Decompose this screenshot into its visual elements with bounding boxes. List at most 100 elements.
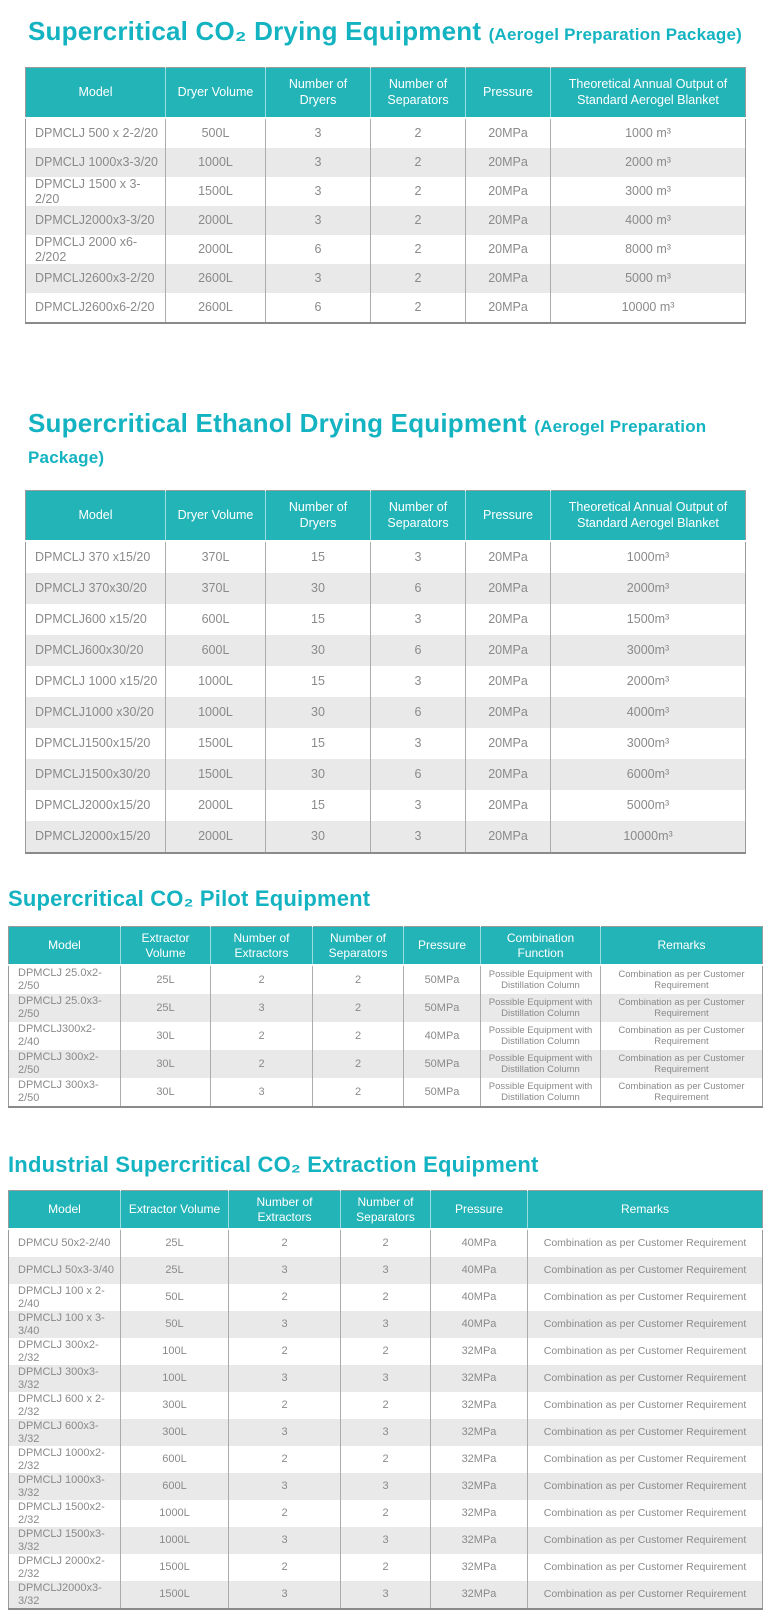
header-row: Model Extractor Volume Number of Extractor… xyxy=(8,926,763,966)
table-cell: Combination as per Customer Requirement xyxy=(543,1237,747,1250)
column-header: Number of Separators xyxy=(370,490,466,542)
table-cell: 2600L xyxy=(165,293,266,323)
co2-pilot-table: Model Extractor Volume Number of Extractor… xyxy=(8,926,763,1108)
table-cell: 1000L xyxy=(120,1500,229,1527)
title-text: Industrial Supercritical CO₂ Extraction … xyxy=(8,1152,539,1177)
table-cell: 40MPa xyxy=(430,1229,528,1257)
table-cell: 3 xyxy=(370,666,466,697)
table-cell: 3 xyxy=(340,1419,431,1446)
table-cell: 15 xyxy=(265,666,371,697)
column-header: Number of Separators xyxy=(340,1190,431,1230)
table-cell: Combination as per Customer Requirement xyxy=(543,1453,747,1466)
table-cell: 3 xyxy=(370,821,466,853)
table-cell: 100L xyxy=(120,1338,229,1365)
table-cell: 3 xyxy=(228,1419,341,1446)
table-cell: 3 xyxy=(210,994,313,1022)
table-row: DPMCLJ 25.0x3-2/50 25L 3 2 50MPa Possible Equ… xyxy=(8,994,763,1022)
table-cell: Possible Equipment with Distillation Col… xyxy=(480,965,601,994)
section-co2-pilot-equipment: Supercritical CO₂ Pilot Equipment Model E… xyxy=(0,886,769,1108)
table-cell: 20MPa xyxy=(465,264,551,293)
table-row: DPMCLJ 370 x15/20 370L 15 3 20MPa 1000m³ xyxy=(25,541,746,573)
model-cell: DPMCLJ 500 x 2-2/20 xyxy=(25,118,166,148)
table-cell: 3 xyxy=(340,1365,431,1392)
column-header: Theoretical Annual Output of Standard Ae… xyxy=(550,67,746,119)
table-row: DPMCLJ 1500 x 3-2/20 1500L 3 2 20MPa 3000 m³ xyxy=(25,177,746,206)
table-cell: 3 xyxy=(370,541,466,573)
column-header: Pressure xyxy=(403,926,481,966)
table-cell: 20MPa xyxy=(465,666,551,697)
model-cell: DPMCLJ 600x3-3/32 xyxy=(8,1419,121,1446)
table-row: DPMCLJ 370x30/20 370L 30 6 20MPa 2000m³ xyxy=(25,573,746,604)
table-cell: 15 xyxy=(265,790,371,821)
table-row: DPMCLJ 100 x 2-2/40 50L 2 2 40MPa Combination… xyxy=(8,1284,763,1311)
header-row: Model Dryer Volume Number of Dryers Number … xyxy=(25,490,746,542)
column-header: Number of Extractors xyxy=(210,926,313,966)
column-header: Model xyxy=(25,490,166,542)
table-cell: Possible Equipment with Distillation Col… xyxy=(480,1022,601,1050)
column-header: Extractor Volume xyxy=(120,1190,229,1230)
section-title-ethanol-drying: Supercritical Ethanol Drying Equipment (… xyxy=(28,408,769,470)
table-row: DPMCLJ2000x3-3/32 1500L 3 3 32MPa Combination… xyxy=(8,1581,763,1609)
table-cell: 1000 m³ xyxy=(625,126,671,141)
table-cell: 32MPa xyxy=(430,1473,528,1500)
table-cell: 2000L xyxy=(165,821,266,853)
table-cell: 2 xyxy=(370,148,466,177)
table-cell: 32MPa xyxy=(430,1392,528,1419)
model-cell: DPMCLJ600 x15/20 xyxy=(25,604,166,635)
table-cell: 2 xyxy=(312,1022,404,1050)
section-title-industrial-extraction: Industrial Supercritical CO₂ Extraction … xyxy=(8,1152,769,1178)
table-cell: 5000 m³ xyxy=(550,264,746,293)
table-cell: 1500L xyxy=(165,728,266,759)
table-cell: 3 xyxy=(370,790,466,821)
table-cell: 3 xyxy=(265,148,371,177)
table-cell: 20MPa xyxy=(465,293,551,323)
table-cell: 3 xyxy=(210,1078,313,1107)
table-cell: 2000m³ xyxy=(550,573,746,604)
column-header: Combination Function xyxy=(480,926,601,966)
table-cell: 2 xyxy=(228,1554,341,1581)
table-cell: 2600L xyxy=(165,264,266,293)
table-cell: 3 xyxy=(340,1527,431,1554)
table-cell: 500L xyxy=(165,118,266,148)
table-row: DPMCLJ2000x15/20 2000L 30 3 20MPa 10000m³ xyxy=(25,821,746,853)
table-cell: 50MPa xyxy=(403,1078,481,1107)
table-row: DPMCLJ2000x15/20 2000L 15 3 20MPa 5000m³ xyxy=(25,790,746,821)
table-cell: Possible Equipment with Distillation Col… xyxy=(480,1050,601,1078)
table-cell: 1000L xyxy=(165,666,266,697)
table-cell: 1500L xyxy=(120,1554,229,1581)
table-cell: 32MPa xyxy=(430,1554,528,1581)
column-header: Extractor Volume xyxy=(120,926,211,966)
table-cell: 1000L xyxy=(165,148,266,177)
table-row: DPMCLJ 300x3-2/50 30L 3 2 50MPa Possible Equi… xyxy=(8,1078,763,1107)
model-cell: DPMCLJ2000x3-3/32 xyxy=(8,1581,121,1609)
model-cell: DPMCLJ300x2-2/40 xyxy=(8,1022,121,1050)
ethanol-drying-table: Model Dryer Volume Number of Dryers Number … xyxy=(25,490,746,854)
model-cell: DPMCLJ 100 x 3-3/40 xyxy=(8,1311,121,1338)
column-header: Number of Extractors xyxy=(228,1190,341,1230)
table-cell: 3 xyxy=(340,1473,431,1500)
model-cell: DPMCLJ1500x15/20 xyxy=(25,728,166,759)
table-cell: Combination as per Customer Requirement xyxy=(527,1257,763,1284)
table-cell: 50MPa xyxy=(403,1050,481,1078)
table-cell: 2 xyxy=(370,264,466,293)
section-ethanol-drying-equipment: Supercritical Ethanol Drying Equipment (… xyxy=(0,408,769,854)
table-cell: 2 xyxy=(340,1229,431,1257)
table-cell: Combination as per Customer Requirement xyxy=(527,1581,763,1609)
table-row: DPMCLJ 1000 x15/20 1000L 15 3 20MPa 2000m³ xyxy=(25,666,746,697)
industrial-extraction-table: Model Extractor Volume Number of Extractor… xyxy=(8,1190,763,1610)
table-cell: 2 xyxy=(370,293,466,323)
table-row: DPMCLJ 1000x3-3/32 600L 3 3 32MPa Combination… xyxy=(8,1473,763,1500)
table-cell: 20MPa xyxy=(465,206,551,235)
table-cell: 1000L xyxy=(165,697,266,728)
section-industrial-extraction-equipment: Industrial Supercritical CO₂ Extraction … xyxy=(0,1152,769,1610)
table-cell: 2 xyxy=(312,965,404,994)
table-cell: 2 xyxy=(312,1050,404,1078)
table-row: DPMCLJ 2000x2-2/32 1500L 2 2 32MPa Combinatio… xyxy=(8,1554,763,1581)
table-cell: 1500L xyxy=(165,759,266,790)
table-cell: 1500L xyxy=(120,1581,229,1609)
table-cell: 20MPa xyxy=(465,541,551,573)
table-row: DPMCLJ2600x6-2/20 2600L 6 2 20MPa 10000 m³ xyxy=(25,293,746,323)
table-cell: 3 xyxy=(265,264,371,293)
table-cell: 3 xyxy=(370,604,466,635)
table-row: DPMCLJ1500x15/20 1500L 15 3 20MPa 3000m³ xyxy=(25,728,746,759)
